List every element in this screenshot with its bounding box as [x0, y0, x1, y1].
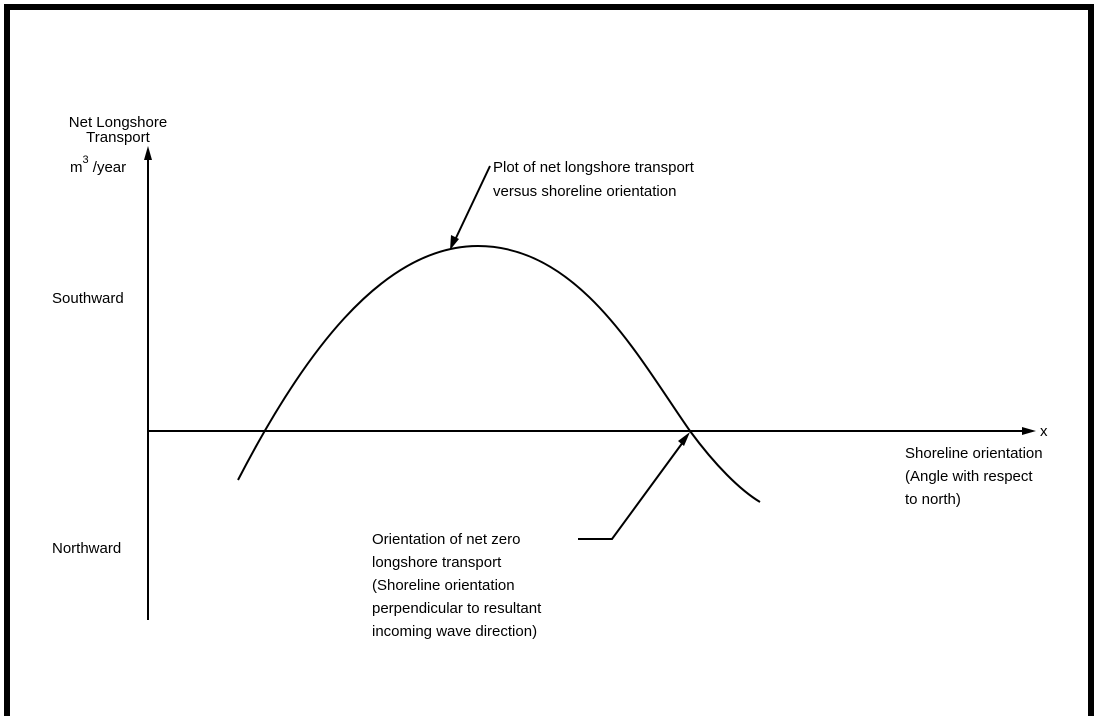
x-label: (Angle with respect — [905, 468, 1033, 485]
positive-label: Southward — [52, 290, 124, 307]
transport-curve — [237, 244, 761, 503]
zero-note: Orientation of net zero — [372, 531, 520, 548]
x-label: to north) — [905, 491, 961, 508]
zero-note: (Shoreline orientation — [372, 577, 515, 594]
unit-exponent: 3 — [83, 154, 89, 166]
x-symbol: x — [1040, 423, 1048, 440]
curve-note: versus shoreline orientation — [493, 183, 676, 200]
y-label: Transport — [86, 129, 150, 146]
zero-note: incoming wave direction) — [372, 623, 537, 640]
x-label: Shoreline orientation — [905, 445, 1043, 462]
unit-rest: /year — [89, 159, 127, 176]
zero-note: longshore transport — [372, 554, 502, 571]
zero-note: perpendicular to resultant — [372, 600, 542, 617]
frame — [4, 4, 1094, 716]
curve-leader — [454, 165, 491, 241]
zero-leader-arrow — [678, 432, 690, 446]
unit-base: m — [70, 159, 83, 176]
negative-label: Northward — [52, 540, 121, 557]
curve-note: Plot of net longshore transport — [493, 159, 695, 176]
curve-leader-arrow — [450, 235, 459, 250]
y-arrow — [144, 146, 152, 160]
x-arrow — [1022, 427, 1036, 435]
zero-leader — [578, 437, 687, 540]
y-label: Net Longshore — [69, 114, 167, 131]
y-unit: m3 /year — [70, 154, 126, 176]
